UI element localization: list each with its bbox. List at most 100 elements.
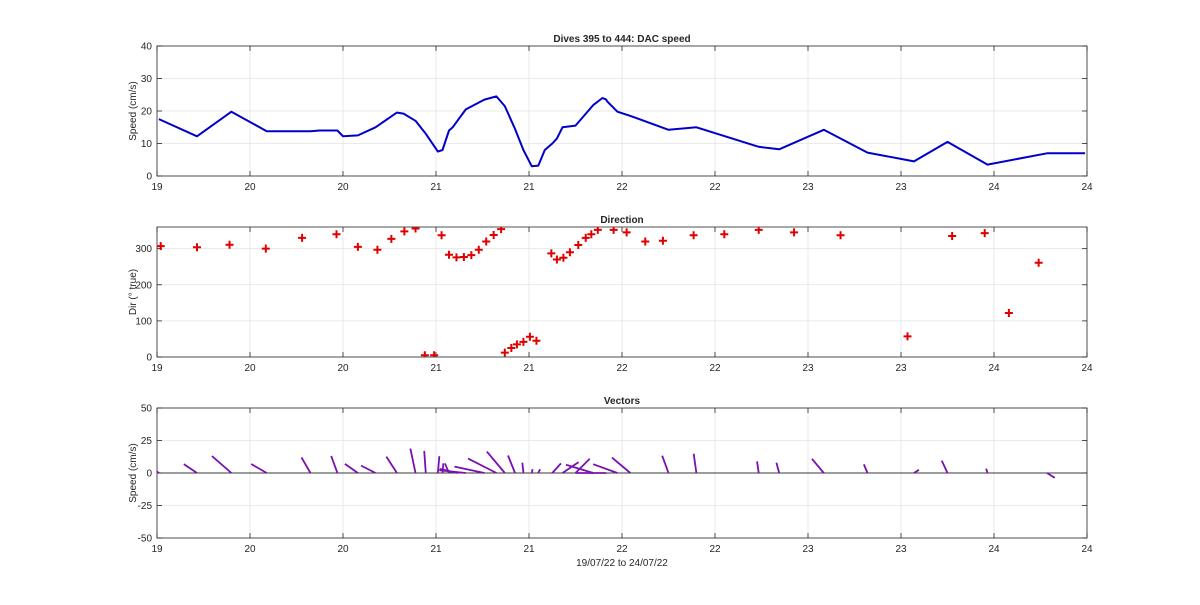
direction-point (559, 253, 568, 262)
y-axis-label: Dir (° true) (128, 269, 139, 315)
direction-point (507, 343, 516, 352)
direction-point (532, 336, 541, 345)
x-tick-label: 22 (709, 544, 721, 555)
vector-stick (551, 462, 562, 474)
direction-point (622, 228, 631, 237)
direction-point (720, 230, 729, 239)
x-tick-label: 20 (244, 182, 256, 193)
speed-line (158, 95, 1086, 168)
vector-stick (360, 464, 376, 474)
direction-point (836, 231, 845, 240)
panel-direction: 19 20 20 21 21 22 22 23 23 24 24 0 100 200 300 Directio… (128, 215, 1093, 374)
y-axis-label: Speed (cm/s) (128, 443, 139, 502)
x-tick-label: 24 (988, 544, 1000, 555)
vector-stick (985, 468, 989, 474)
direction-point (519, 337, 528, 346)
y-axis-label: Speed (cm/s) (128, 81, 139, 140)
direction-point (411, 227, 420, 233)
vector-stick (692, 453, 698, 474)
x-tick-label: 23 (802, 544, 814, 555)
direction-point (903, 332, 912, 341)
vector-stick (611, 456, 631, 474)
vector-stick (385, 456, 398, 474)
direction-point (420, 351, 429, 357)
vector-stick (561, 461, 580, 474)
direction-point (489, 230, 498, 239)
direction-point (689, 231, 698, 240)
direction-point (459, 252, 468, 261)
direction-point (482, 237, 491, 246)
vector-stick (863, 464, 869, 474)
direction-point (445, 250, 454, 259)
x-tick-label: 20 (337, 544, 349, 555)
x-tick-label: 19 (151, 544, 163, 555)
direction-point (430, 351, 439, 357)
x-tick-label: 24 (1081, 363, 1093, 374)
y-tick-label: 0 (146, 353, 152, 364)
x-tick-label: 21 (523, 363, 535, 374)
vector-stick (467, 457, 497, 474)
direction-point (512, 340, 521, 349)
x-tick-label: 20 (337, 182, 349, 193)
y-tick-label: 50 (141, 404, 153, 415)
direction-point (500, 348, 509, 357)
x-tick-label: 23 (895, 182, 907, 193)
vector-stick (530, 468, 534, 474)
chart-title: Dives 395 to 444: DAC speed (553, 34, 690, 45)
y-tick-label: 10 (141, 139, 153, 150)
vector-stick (211, 455, 232, 474)
x-tick-label: 23 (802, 363, 814, 374)
data-layer (157, 448, 1056, 479)
direction-point (387, 234, 396, 243)
direction-point (790, 228, 799, 237)
y-tick-label: 20 (141, 107, 153, 118)
vector-stick (775, 462, 781, 474)
direction-point (658, 236, 667, 245)
chart-title: Direction (600, 215, 643, 226)
direction-point (581, 233, 590, 242)
direction-point (353, 242, 362, 251)
data-layer (157, 227, 1043, 357)
y-tick-label: 100 (135, 316, 152, 327)
vector-stick (330, 455, 339, 474)
vector-stick (250, 463, 268, 474)
x-tick-label: 21 (430, 544, 442, 555)
direction-point (437, 231, 446, 240)
vector-stick (486, 451, 506, 474)
vector-stick (574, 458, 591, 474)
vector-stick (409, 448, 417, 474)
vector-stick (940, 460, 949, 474)
direction-point (261, 244, 270, 253)
direction-point (754, 227, 763, 234)
vector-stick (521, 462, 525, 474)
direction-point (225, 240, 234, 249)
x-tick-label: 21 (523, 182, 535, 193)
x-axis-label: 19/07/22 to 24/07/22 (576, 558, 668, 569)
direction-point (574, 241, 583, 250)
y-tick-label: 200 (135, 280, 152, 291)
x-tick-label: 21 (523, 544, 535, 555)
x-tick-label: 23 (802, 182, 814, 193)
direction-point (1034, 258, 1043, 267)
vector-stick (436, 456, 441, 474)
vector-stick (913, 469, 920, 474)
direction-point (980, 229, 989, 238)
direction-point (948, 232, 957, 241)
x-tick-label: 23 (895, 363, 907, 374)
direction-point (593, 227, 602, 234)
x-tick-label: 23 (895, 544, 907, 555)
vector-stick (565, 463, 594, 474)
vector-stick (454, 465, 485, 474)
direction-point (587, 230, 596, 239)
vector-stick (441, 463, 445, 474)
x-tick-label: 19 (151, 182, 163, 193)
y-tick-label: 25 (141, 436, 153, 447)
direction-point (525, 332, 534, 341)
direction-point (609, 227, 618, 234)
x-tick-label: 20 (244, 544, 256, 555)
direction-point (552, 255, 561, 264)
direction-point (400, 227, 409, 236)
x-tick-label: 20 (337, 363, 349, 374)
direction-point (332, 230, 341, 239)
